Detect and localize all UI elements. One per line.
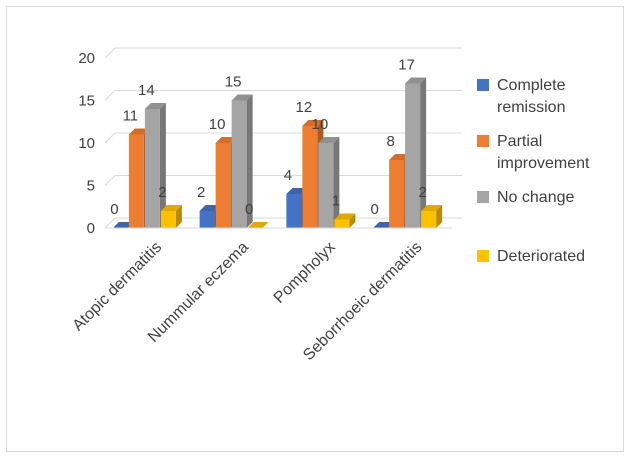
bar-front	[231, 100, 247, 228]
bar-top	[421, 205, 443, 211]
gridline-side	[104, 90, 116, 101]
bar-top	[199, 205, 221, 211]
data-label: 2	[158, 184, 166, 201]
bar-front	[144, 109, 160, 228]
bar	[318, 137, 340, 228]
legend-swatch	[477, 135, 489, 147]
bar	[373, 222, 395, 228]
bar-front	[334, 219, 350, 228]
bar-top	[144, 103, 166, 109]
data-label: 1	[332, 193, 340, 210]
y-tick-label: 15	[78, 93, 95, 110]
gridline-side	[104, 132, 116, 144]
bar	[334, 213, 356, 228]
data-label: 12	[296, 99, 313, 116]
data-label: 11	[123, 108, 139, 125]
bar-front	[160, 211, 176, 228]
gridline-side	[104, 217, 116, 229]
bar-side	[420, 77, 427, 228]
data-label: 2	[197, 184, 205, 201]
chart-frame	[6, 6, 624, 452]
legend-swatch	[477, 250, 489, 262]
bar	[112, 222, 134, 228]
bars	[112, 77, 443, 228]
bar-top	[302, 120, 324, 126]
data-label: 15	[225, 74, 242, 91]
data-label: 4	[284, 167, 292, 184]
y-tick-label: 10	[78, 135, 95, 152]
bar-top	[247, 222, 269, 228]
bar-top	[215, 137, 237, 143]
data-label: 10	[209, 116, 226, 133]
gridline-side	[104, 175, 116, 186]
bar-front	[199, 211, 215, 228]
data-label: 10	[312, 116, 329, 133]
bar	[247, 222, 269, 228]
bar-side	[349, 213, 356, 228]
bar-top	[373, 222, 395, 228]
data-label: 2	[418, 184, 426, 201]
bar-front	[421, 211, 437, 228]
bar-side	[436, 205, 443, 228]
data-label: 0	[245, 201, 253, 218]
bar-top	[231, 94, 253, 101]
bar-top	[128, 128, 150, 135]
bar-side	[246, 94, 253, 228]
legend-swatch	[477, 79, 489, 91]
legend-label: Partial improvement	[497, 133, 590, 172]
legend-label: Deteriorated	[497, 248, 585, 265]
bar-front	[286, 194, 302, 228]
legend: Complete remission Partial improvement No ch…	[477, 77, 590, 265]
data-label: 8	[386, 133, 394, 150]
data-label: 17	[398, 57, 415, 74]
legend-label: No change	[497, 189, 574, 206]
bar-top	[286, 188, 308, 194]
legend-item: Complete remission	[477, 77, 566, 116]
legend-label: Complete remission	[497, 77, 566, 116]
bar-top	[318, 137, 340, 143]
bar	[405, 77, 427, 228]
bar-front	[318, 143, 334, 228]
bar-front	[128, 134, 144, 228]
bar-side	[175, 205, 182, 228]
y-tick-label: 0	[87, 220, 95, 237]
x-tick-label: Atopic dermatitis	[70, 239, 166, 335]
legend-item: No change	[477, 189, 574, 206]
data-label: 14	[138, 82, 155, 99]
bar-top	[334, 213, 356, 220]
bar-front	[215, 143, 231, 228]
bar-front	[302, 126, 318, 228]
bar-side	[333, 137, 340, 228]
legend-item: Deteriorated	[477, 248, 585, 265]
bar-top	[389, 154, 411, 160]
bar-top	[160, 205, 182, 211]
gridline-side	[104, 47, 116, 59]
legend-swatch	[477, 191, 489, 203]
data-label: 0	[370, 201, 378, 218]
y-tick-label: 5	[87, 178, 95, 195]
bar	[144, 103, 166, 228]
bar	[160, 205, 182, 228]
bar-top	[405, 77, 427, 84]
legend-item: Partial improvement	[477, 133, 590, 172]
bar-top	[112, 222, 134, 228]
x-tick-label: Pompholyx	[271, 239, 339, 307]
data-label: 0	[110, 201, 118, 218]
bar-side	[159, 103, 166, 228]
y-tick-label: 20	[78, 50, 95, 67]
bar-front	[389, 160, 405, 228]
bar-front	[405, 83, 421, 228]
bar	[231, 94, 253, 228]
bar	[421, 205, 443, 228]
